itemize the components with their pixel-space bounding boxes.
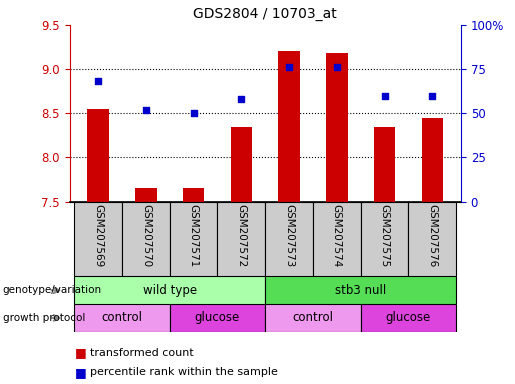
Text: GSM207574: GSM207574 (332, 204, 342, 267)
Bar (265, 276, 456, 304)
Text: glucose: glucose (386, 311, 431, 324)
Bar (74, 276, 265, 304)
Text: GSM207575: GSM207575 (380, 204, 389, 267)
Bar (422, 118, 443, 202)
Bar (88, 109, 109, 202)
Text: ■: ■ (75, 366, 87, 379)
Point (428, 93, 436, 99)
Bar (265, 304, 360, 332)
Text: GSM207570: GSM207570 (141, 204, 151, 267)
Bar (360, 304, 456, 332)
Bar (360, 202, 408, 276)
Text: stb3 null: stb3 null (335, 284, 386, 297)
Bar (122, 202, 170, 276)
Bar (408, 202, 456, 276)
Text: control: control (101, 311, 143, 324)
Text: glucose: glucose (195, 311, 240, 324)
Text: ■: ■ (75, 346, 87, 359)
Point (381, 93, 389, 99)
Text: wild type: wild type (143, 284, 197, 297)
Point (190, 110, 198, 116)
Bar (135, 188, 157, 202)
Bar (231, 127, 252, 202)
Text: GSM207573: GSM207573 (284, 204, 294, 267)
Bar (170, 304, 265, 332)
Bar (374, 127, 396, 202)
Text: percentile rank within the sample: percentile rank within the sample (90, 367, 278, 377)
Text: GSM207569: GSM207569 (93, 204, 103, 267)
Text: control: control (293, 311, 333, 324)
Bar (170, 202, 217, 276)
Bar (217, 202, 265, 276)
Bar (74, 304, 170, 332)
Text: growth protocol: growth protocol (3, 313, 85, 323)
Title: GDS2804 / 10703_at: GDS2804 / 10703_at (193, 7, 337, 21)
Point (94, 78, 102, 84)
Bar (265, 202, 313, 276)
Point (237, 96, 246, 102)
Point (285, 64, 293, 70)
Point (333, 64, 341, 70)
Bar (278, 51, 300, 202)
Text: GSM207576: GSM207576 (427, 204, 437, 267)
Point (142, 107, 150, 113)
Bar (183, 188, 204, 202)
Bar (74, 202, 122, 276)
Text: GSM207572: GSM207572 (236, 204, 246, 267)
Text: genotype/variation: genotype/variation (3, 285, 101, 295)
Bar (326, 53, 348, 202)
Text: transformed count: transformed count (90, 348, 194, 358)
Text: GSM207571: GSM207571 (188, 204, 199, 267)
Bar (313, 202, 360, 276)
